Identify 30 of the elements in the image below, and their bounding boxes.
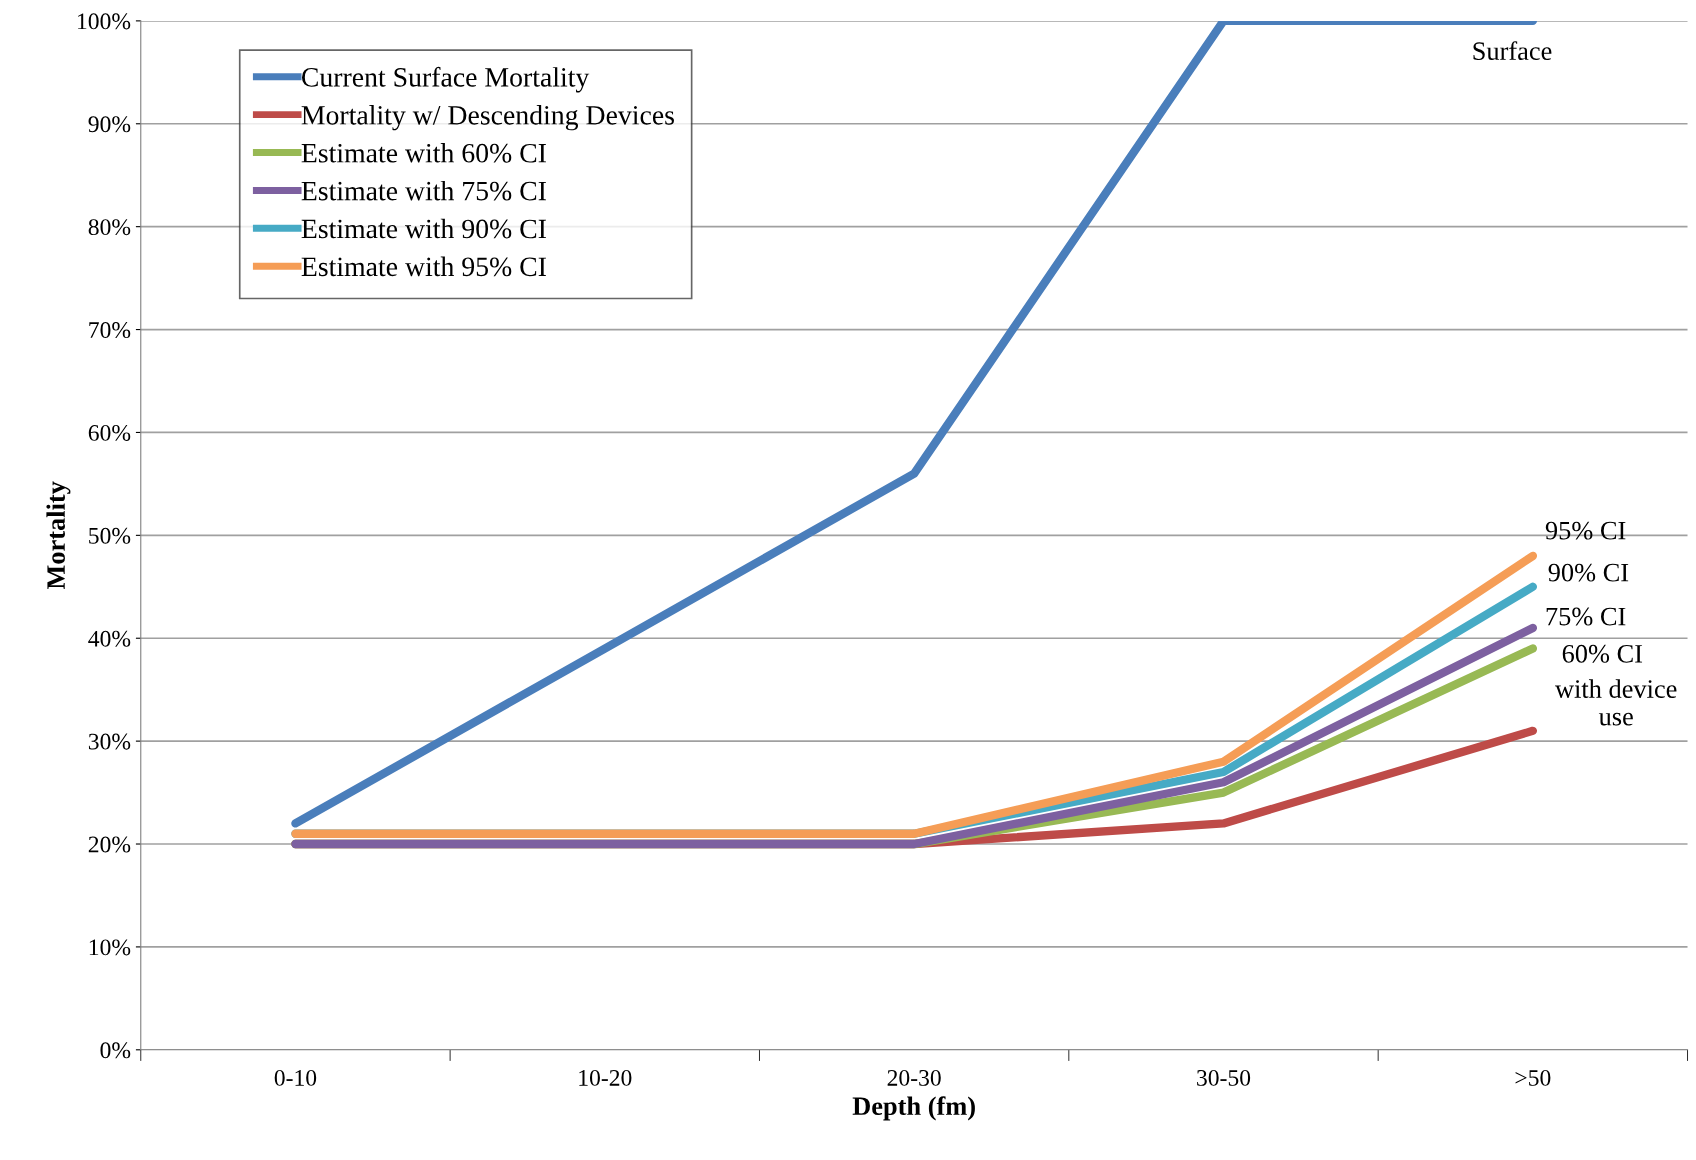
y-tick-label: 50% <box>89 527 131 544</box>
legend-label: Estimate with 75% CI <box>301 180 546 201</box>
y-tick-label: 80% <box>88 219 131 236</box>
x-tick-label: 30-50 <box>1197 1069 1251 1086</box>
y-tick-label: 20% <box>88 836 131 853</box>
x-tick-label: >50 <box>1515 1069 1551 1086</box>
annotation: Surface <box>1473 41 1552 61</box>
x-tick-label: 0-10 <box>274 1069 317 1086</box>
y-tick-label: 90% <box>88 116 131 133</box>
y-tick-label: 70% <box>89 322 131 339</box>
annotation: with device use <box>1555 679 1677 726</box>
annotation: 95% CI <box>1545 521 1626 540</box>
y-tick-label: 40% <box>88 630 131 647</box>
annotation: 90% CI <box>1548 563 1629 582</box>
legend-label: Mortality w/ Descending Devices <box>301 105 674 131</box>
y-tick-label: 0% <box>100 1042 131 1059</box>
annotation: 60% CI <box>1562 644 1643 663</box>
annotation: 75% CI <box>1546 607 1626 626</box>
y-tick-label: 30% <box>88 733 131 750</box>
x-axis-title: Depth (fm) <box>852 1096 975 1121</box>
y-tick-label: 60% <box>88 424 131 441</box>
y-tick-label: 10% <box>89 939 131 956</box>
legend-label: Current Surface Mortality <box>301 66 590 93</box>
legend-label: Estimate with 95% CI <box>301 256 546 277</box>
x-tick-label: 10-20 <box>579 1069 632 1086</box>
legend-label: Estimate with 60% CI <box>301 143 546 163</box>
y-tick-label: 100% <box>78 13 131 30</box>
y-axis-title: Mortality <box>46 481 71 590</box>
legend-label: Estimate with 90% CI <box>301 218 546 239</box>
x-tick-label: 20-30 <box>887 1069 941 1086</box>
